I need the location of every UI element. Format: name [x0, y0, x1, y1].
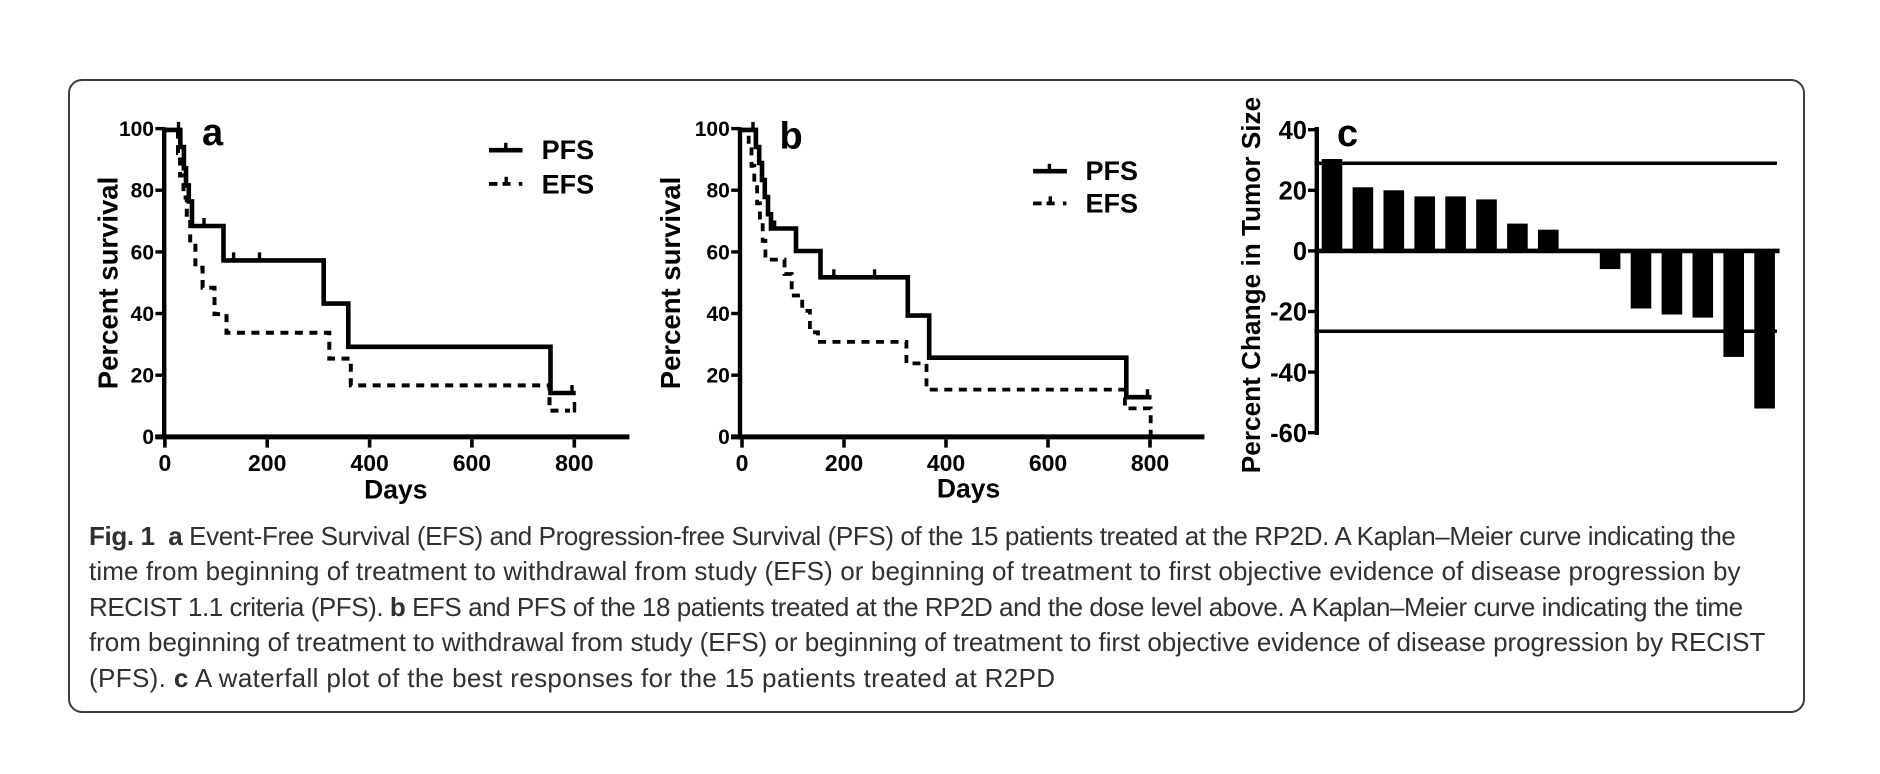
svg-text:80: 80: [706, 180, 729, 203]
svg-text:20: 20: [706, 365, 729, 388]
svg-text:200: 200: [248, 450, 286, 476]
svg-text:800: 800: [1131, 450, 1169, 476]
svg-text:600: 600: [1029, 450, 1067, 476]
svg-text:-60: -60: [1270, 420, 1307, 448]
svg-text:0: 0: [142, 426, 154, 449]
svg-text:100: 100: [119, 118, 154, 141]
svg-text:60: 60: [706, 241, 729, 264]
svg-text:-20: -20: [1270, 299, 1307, 327]
svg-text:100: 100: [695, 118, 730, 141]
svg-text:PFS: PFS: [1086, 156, 1139, 186]
svg-text:0: 0: [159, 450, 172, 476]
svg-text:400: 400: [927, 450, 965, 476]
svg-text:b: b: [780, 115, 803, 157]
svg-text:80: 80: [131, 180, 154, 203]
svg-text:Days: Days: [364, 475, 427, 505]
svg-text:0: 0: [736, 450, 749, 476]
svg-text:0: 0: [1293, 238, 1307, 266]
svg-text:60: 60: [131, 241, 154, 264]
svg-text:400: 400: [350, 450, 388, 476]
svg-text:a: a: [202, 112, 224, 154]
svg-text:800: 800: [555, 450, 593, 476]
svg-text:200: 200: [825, 450, 863, 476]
svg-text:c: c: [1337, 113, 1358, 155]
svg-text:-40: -40: [1270, 359, 1307, 387]
svg-text:Percent survival: Percent survival: [93, 177, 124, 389]
svg-text:20: 20: [131, 365, 154, 388]
svg-text:40: 40: [131, 303, 154, 326]
svg-text:EFS: EFS: [542, 170, 595, 200]
svg-text:EFS: EFS: [1086, 189, 1139, 219]
svg-text:Days: Days: [937, 474, 1000, 504]
svg-text:40: 40: [1279, 117, 1307, 145]
svg-text:PFS: PFS: [542, 135, 595, 165]
svg-text:600: 600: [453, 450, 491, 476]
svg-text:Percent survival: Percent survival: [655, 177, 686, 389]
svg-text:20: 20: [1279, 178, 1307, 206]
svg-text:40: 40: [706, 303, 729, 326]
svg-text:0: 0: [718, 426, 730, 449]
svg-text:Percent Change in Tumor Size: Percent Change in Tumor Size: [1236, 97, 1266, 473]
